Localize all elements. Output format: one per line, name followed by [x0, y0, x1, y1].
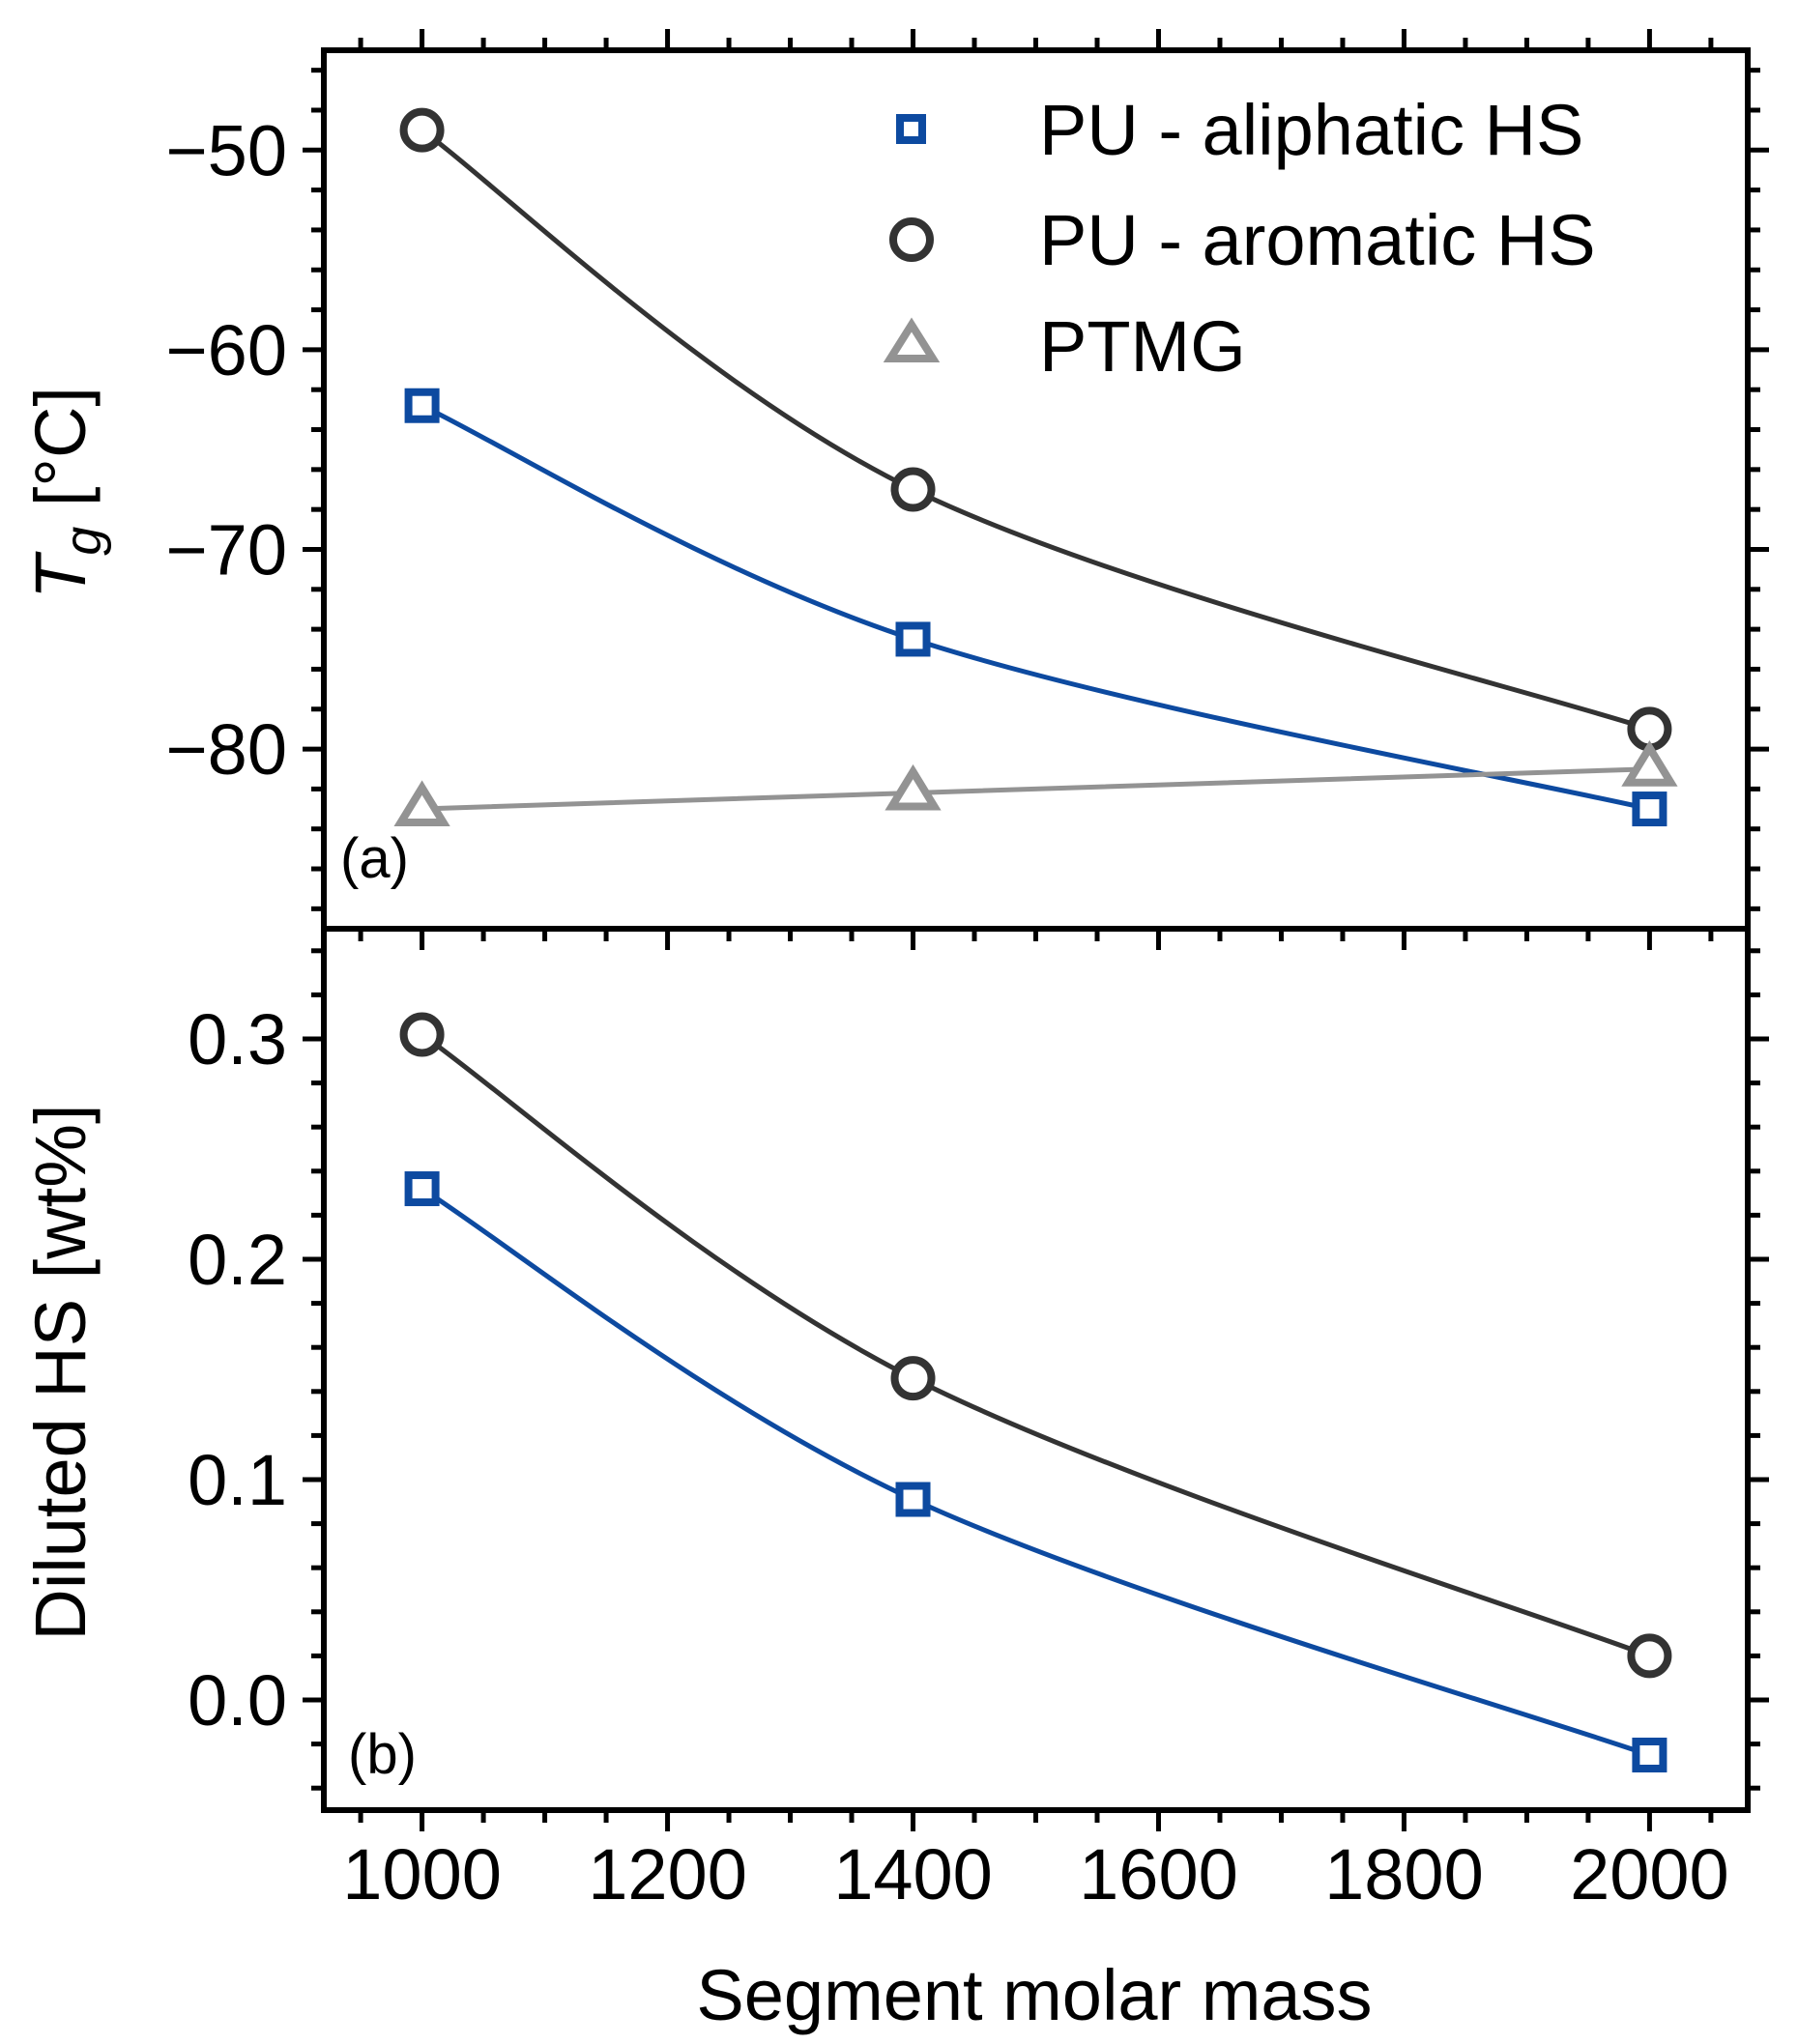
legend-entry-aliphatic: PU - aliphatic HS — [896, 90, 1583, 170]
ylabel-main: T — [20, 551, 101, 599]
series-line — [420, 403, 1650, 812]
data-point-triangle — [393, 780, 450, 827]
ytick-label: 0.2 — [188, 1220, 287, 1300]
data-point-square — [404, 388, 440, 423]
panel-b-frame — [321, 926, 1751, 1813]
legend-square-marker — [896, 114, 926, 144]
legend-circle-marker — [889, 217, 934, 262]
legend-label-ptmg: PTMG — [1039, 306, 1246, 387]
xtick-labels: 1000 1200 1400 1600 1800 2000 — [342, 1834, 1728, 1914]
legend-triangle-marker — [883, 317, 941, 362]
ytick-label: −80 — [165, 709, 287, 790]
legend-entry-ptmg: PTMG — [883, 306, 1246, 387]
data-point-circle — [890, 1356, 936, 1401]
xtick-label: 1000 — [342, 1834, 502, 1914]
legend-label-aliphatic: PU - aliphatic HS — [1039, 90, 1583, 170]
panel-b-label: (b) — [348, 1723, 417, 1786]
legend-label-aromatic: PU - aromatic HS — [1039, 200, 1596, 280]
data-point-square — [404, 1171, 440, 1207]
series-line — [420, 1186, 1651, 1758]
data-point-square — [1632, 792, 1668, 827]
data-point-circle — [399, 107, 445, 153]
ytick-label: 0.3 — [188, 999, 287, 1080]
data-point-circle — [890, 467, 936, 512]
xtick-label: 1400 — [833, 1834, 993, 1914]
legend-entry-aromatic: PU - aromatic HS — [889, 200, 1596, 280]
xtick-label: 1200 — [588, 1834, 747, 1914]
data-point-triangle — [884, 763, 942, 811]
ytick-label: −60 — [165, 310, 287, 390]
panel-b-ytick-labels: 0.0 0.1 0.2 0.3 — [188, 999, 287, 1741]
legend: PU - aliphatic HS PU - aromatic HS PTMG — [883, 90, 1596, 387]
data-point-square — [895, 621, 931, 657]
panel-a-y-axis-title: Tg [°C] — [20, 387, 112, 599]
data-point-circle — [1627, 1633, 1672, 1679]
ytick-label: 0.0 — [188, 1660, 287, 1741]
ylabel-sub: g — [54, 527, 112, 556]
panel-frames — [321, 47, 1751, 1813]
x-axis-title: Segment molar mass — [696, 1955, 1372, 2035]
ytick-label: 0.1 — [188, 1440, 287, 1520]
ytick-label: −70 — [165, 509, 287, 590]
panel-b-y-axis-title: Diluted HS [wt%] — [20, 1104, 101, 1640]
data-point-square — [895, 1482, 931, 1517]
panel-a-frame — [321, 47, 1751, 932]
data-point-square — [1632, 1738, 1668, 1772]
ytick-label: −50 — [165, 110, 287, 190]
xtick-label: 2000 — [1570, 1834, 1729, 1914]
xtick-label: 1800 — [1324, 1834, 1484, 1914]
panel-b-ticks — [303, 948, 1769, 1831]
series-line — [420, 1032, 1651, 1658]
ylabel-unit: [°C] — [20, 387, 101, 527]
xtick-label: 1600 — [1079, 1834, 1238, 1914]
series-line — [421, 766, 1650, 812]
markers — [393, 107, 1678, 1772]
panel-a-label: (a) — [340, 827, 409, 890]
curves — [420, 128, 1651, 1758]
data-point-triangle — [1621, 740, 1678, 787]
data-point-circle — [399, 1012, 445, 1057]
panel-a-ytick-labels: −50 −60 −70 −80 — [165, 110, 287, 790]
